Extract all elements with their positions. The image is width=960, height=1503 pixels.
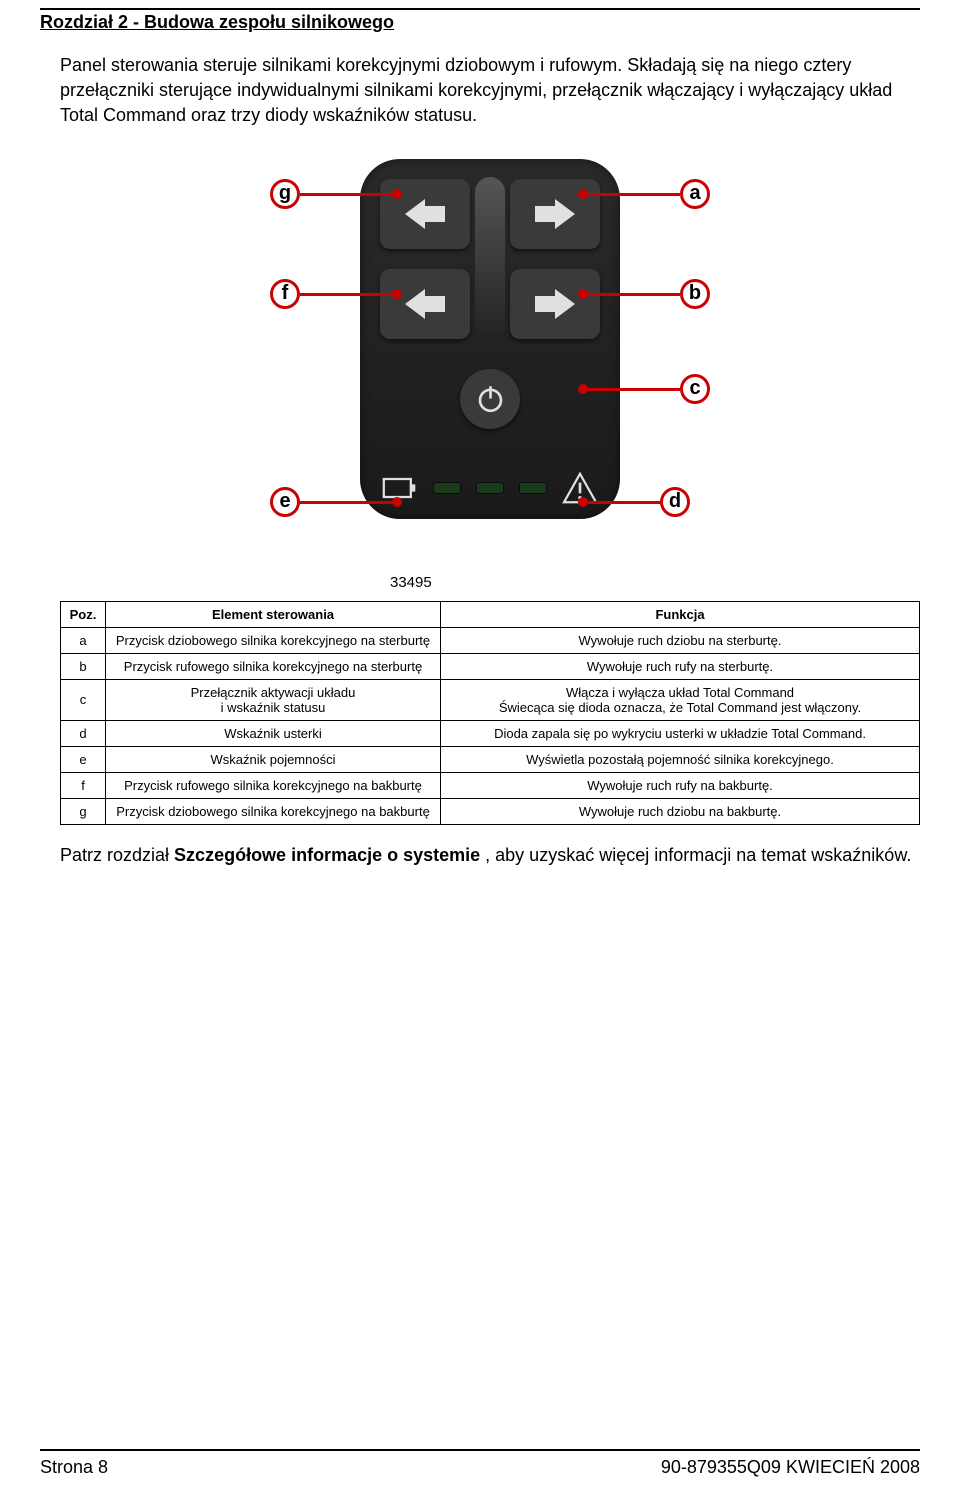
callout-a: a bbox=[680, 179, 710, 209]
table-row: aPrzycisk dziobowego silnika korekcyjneg… bbox=[61, 627, 920, 653]
callout-line bbox=[300, 193, 395, 196]
arrow-right-icon bbox=[530, 194, 580, 234]
table-row: dWskaźnik usterkiDioda zapala się po wyk… bbox=[61, 720, 920, 746]
table-row: bPrzycisk rufowego silnika korekcyjnego … bbox=[61, 653, 920, 679]
led-center bbox=[476, 482, 504, 494]
callout-f: f bbox=[270, 279, 300, 309]
callout-dot bbox=[578, 289, 588, 299]
cell-pos: f bbox=[61, 772, 106, 798]
cell-pos: e bbox=[61, 746, 106, 772]
cell-function: Wywołuje ruch rufy na sterburtę. bbox=[441, 653, 920, 679]
arrow-left-icon bbox=[400, 194, 450, 234]
cell-element: Przycisk rufowego silnika korekcyjnego n… bbox=[106, 653, 441, 679]
callout-dot bbox=[392, 289, 402, 299]
callout-g: g bbox=[270, 179, 300, 209]
th-function: Funkcja bbox=[441, 601, 920, 627]
cell-element: Wskaźnik usterki bbox=[106, 720, 441, 746]
cell-element: Wskaźnik pojemności bbox=[106, 746, 441, 772]
cell-pos: c bbox=[61, 679, 106, 720]
cell-pos: g bbox=[61, 798, 106, 824]
footer-row: Strona 8 90-879355Q09 KWIECIEŃ 2008 bbox=[40, 1457, 920, 1478]
callout-line bbox=[300, 501, 395, 504]
callout-line bbox=[585, 193, 680, 196]
chapter-title: Rozdział 2 - Budowa zespołu silnikowego bbox=[0, 10, 960, 33]
th-pos: Poz. bbox=[61, 601, 106, 627]
cell-element: Przycisk dziobowego silnika korekcyjnego… bbox=[106, 798, 441, 824]
arrow-right-icon bbox=[530, 284, 580, 324]
callout-dot bbox=[578, 497, 588, 507]
closing-bold: Szczegółowe informacje o systemie bbox=[174, 845, 480, 865]
arrow-button-mid-left bbox=[380, 269, 470, 339]
callout-c: c bbox=[680, 374, 710, 404]
callout-dot bbox=[578, 189, 588, 199]
intro-paragraph: Panel sterowania steruje silnikami korek… bbox=[60, 53, 920, 129]
figure-number: 33495 bbox=[390, 574, 432, 591]
content-area: Panel sterowania steruje silnikami korek… bbox=[0, 33, 960, 868]
cell-pos: a bbox=[61, 627, 106, 653]
table-row: eWskaźnik pojemnościWyświetla pozostałą … bbox=[61, 746, 920, 772]
callout-b: b bbox=[680, 279, 710, 309]
cell-element: Przycisk dziobowego silnika korekcyjnego… bbox=[106, 627, 441, 653]
table-row: gPrzycisk dziobowego silnika korekcyjneg… bbox=[61, 798, 920, 824]
arrow-left-icon bbox=[400, 284, 450, 324]
diagram-container: g a f b c e d 33495 bbox=[60, 149, 920, 591]
callout-line bbox=[585, 388, 680, 391]
arrow-button-top-right bbox=[510, 179, 600, 249]
cell-function: Wywołuje ruch dziobu na bakburtę. bbox=[441, 798, 920, 824]
callout-line bbox=[585, 501, 660, 504]
battery-icon bbox=[382, 475, 418, 501]
cell-function: Wyświetla pozostałą pojemność silnika ko… bbox=[441, 746, 920, 772]
callout-d: d bbox=[660, 487, 690, 517]
cell-element: Przycisk rufowego silnika korekcyjnego n… bbox=[106, 772, 441, 798]
arrow-button-mid-right bbox=[510, 269, 600, 339]
cell-function: Wywołuje ruch rufy na bakburtę. bbox=[441, 772, 920, 798]
controls-table: Poz. Element sterowania Funkcja aPrzycis… bbox=[60, 601, 920, 825]
center-indicator bbox=[475, 177, 505, 342]
page-footer: Strona 8 90-879355Q09 KWIECIEŃ 2008 bbox=[40, 1449, 920, 1478]
footer-docid: 90-879355Q09 KWIECIEŃ 2008 bbox=[661, 1457, 920, 1478]
power-button bbox=[460, 369, 520, 429]
cell-function: Włącza i wyłącza układ Total Command Świ… bbox=[441, 679, 920, 720]
led-right bbox=[519, 482, 547, 494]
th-element: Element sterowania bbox=[106, 601, 441, 627]
callout-e: e bbox=[270, 487, 300, 517]
cell-function: Wywołuje ruch dziobu na sterburtę. bbox=[441, 627, 920, 653]
control-panel-diagram: g a f b c e d bbox=[260, 149, 720, 569]
callout-line bbox=[585, 293, 680, 296]
cell-element: Przełącznik aktywacji układu i wskaźnik … bbox=[106, 679, 441, 720]
footer-page: Strona 8 bbox=[40, 1457, 108, 1478]
table-body: aPrzycisk dziobowego silnika korekcyjneg… bbox=[61, 627, 920, 824]
table-row: fPrzycisk rufowego silnika korekcyjnego … bbox=[61, 772, 920, 798]
callout-line bbox=[300, 293, 395, 296]
closing-suffix: , aby uzyskać więcej informacji na temat… bbox=[480, 845, 911, 865]
control-panel bbox=[360, 159, 620, 519]
callout-dot bbox=[392, 189, 402, 199]
cell-pos: d bbox=[61, 720, 106, 746]
cell-pos: b bbox=[61, 653, 106, 679]
footer-rule bbox=[40, 1449, 920, 1451]
callout-dot bbox=[578, 384, 588, 394]
closing-prefix: Patrz rozdział bbox=[60, 845, 174, 865]
power-icon bbox=[473, 381, 508, 416]
led-left bbox=[433, 482, 461, 494]
callout-dot bbox=[392, 497, 402, 507]
table-header-row: Poz. Element sterowania Funkcja bbox=[61, 601, 920, 627]
cell-function: Dioda zapala się po wykryciu usterki w u… bbox=[441, 720, 920, 746]
closing-paragraph: Patrz rozdział Szczegółowe informacje o … bbox=[60, 843, 920, 868]
table-row: cPrzełącznik aktywacji układu i wskaźnik… bbox=[61, 679, 920, 720]
